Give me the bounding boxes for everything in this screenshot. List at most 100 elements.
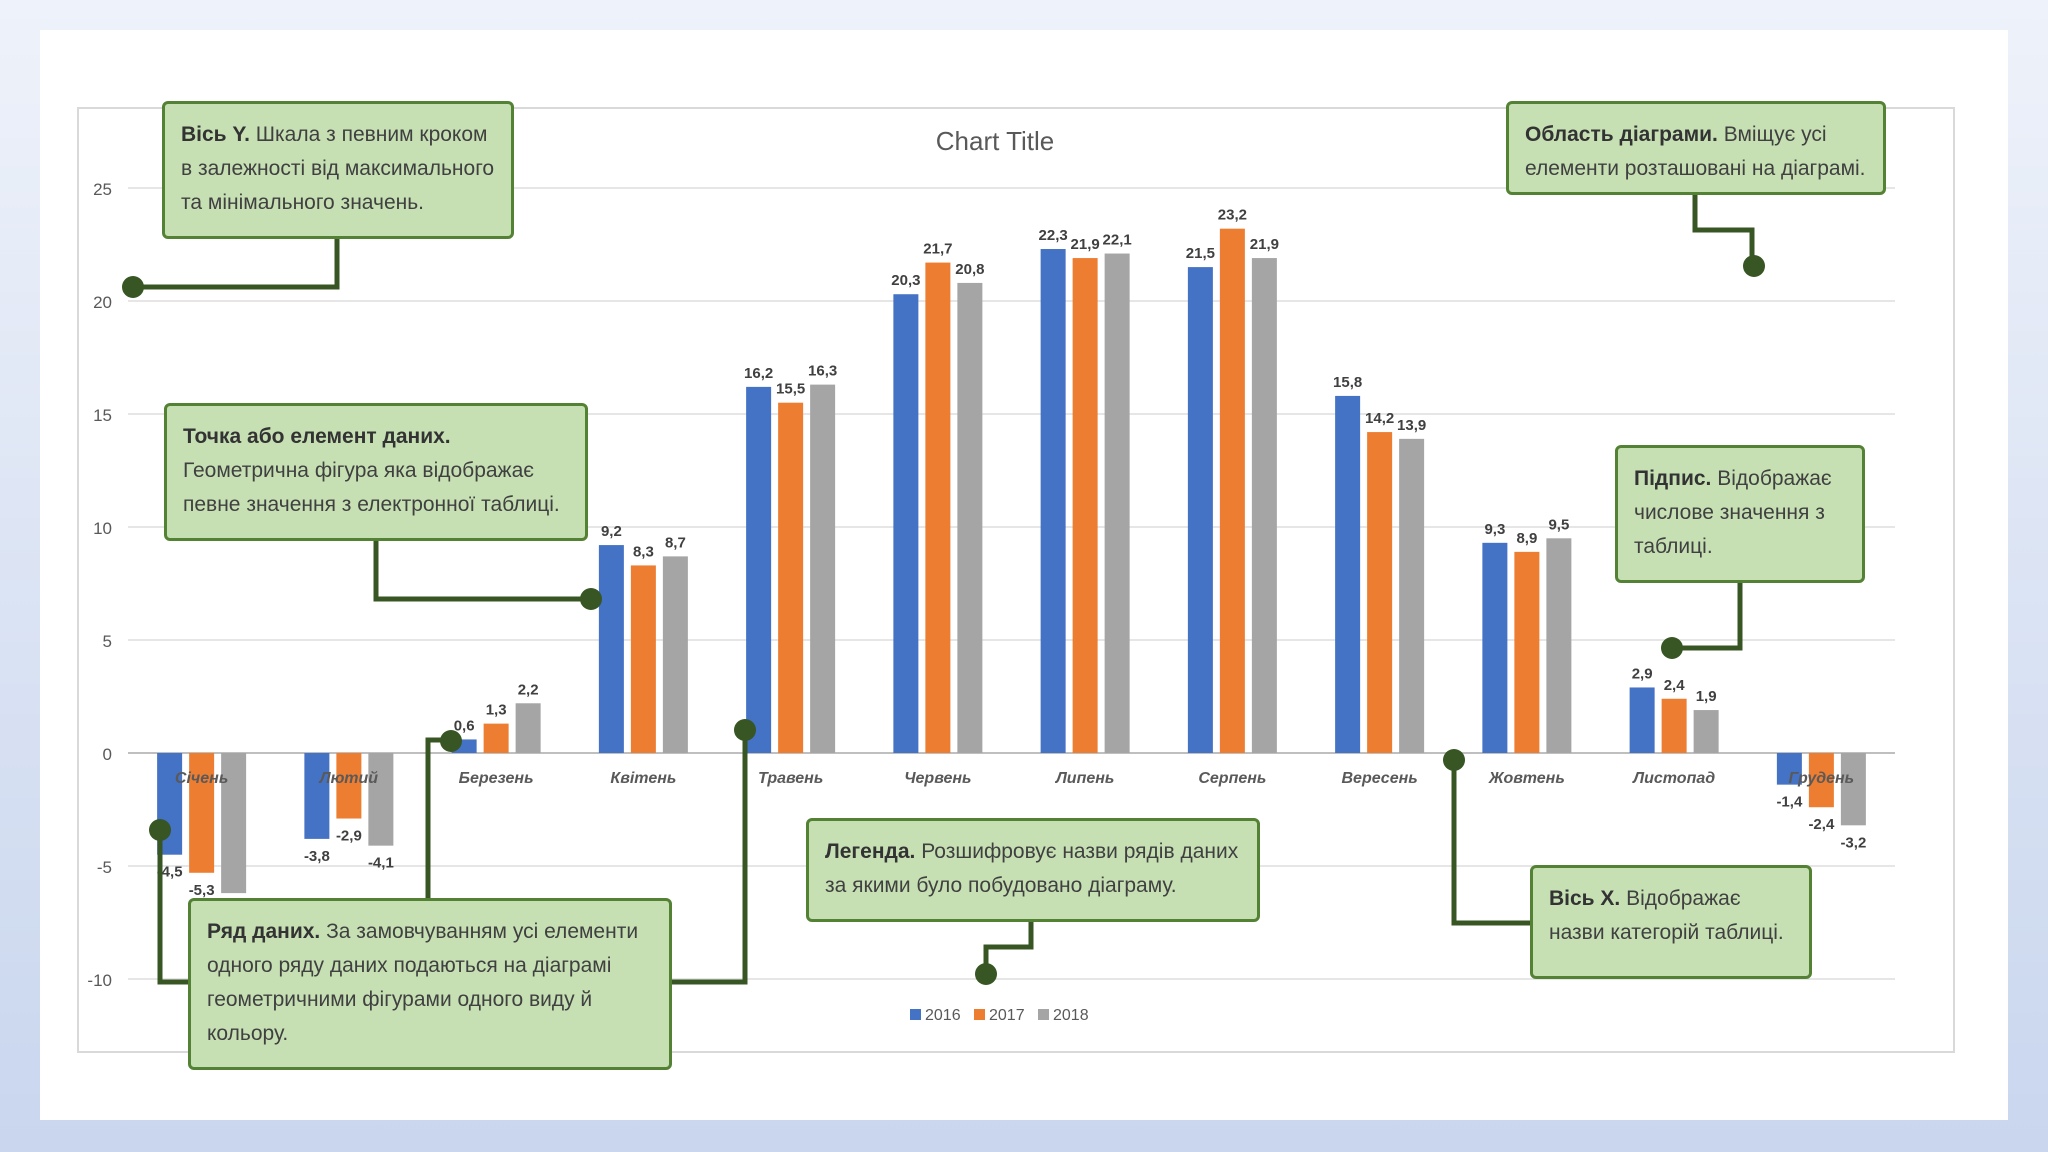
bar-2017-4 (778, 402, 804, 753)
bar-2016-9 (1482, 542, 1508, 753)
bar-2018-10 (1693, 710, 1719, 753)
legend: 2016 2017 2018 (910, 1007, 1089, 1024)
bar-2017-6 (1072, 258, 1098, 753)
bar-2016-10 (1629, 687, 1655, 753)
y-tick-label: 20 (93, 293, 112, 312)
bar-2017-1 (336, 753, 362, 819)
legend-swatch-2017 (974, 1009, 985, 1020)
bar-2016-11 (1776, 753, 1802, 785)
bar-2018-11 (1840, 753, 1866, 826)
data-label: 9,3 (1484, 521, 1505, 538)
callout-axis-x-text: Відображає назви категорій таблиці. (1549, 887, 1784, 944)
data-label: -5,3 (189, 882, 215, 899)
data-label: -3,8 (304, 848, 330, 865)
callout-legend-text: Розшифровує назви рядів даних за якими б… (825, 840, 1239, 897)
connector-series-1 (157, 830, 190, 985)
data-label: 16,2 (744, 365, 773, 382)
callout-data-label-title: Підпис. (1634, 467, 1712, 490)
x-category-label: Березень (459, 770, 534, 787)
x-category-label: Серпень (1198, 770, 1266, 787)
data-label: 21,5 (1186, 245, 1215, 262)
data-label: 8,9 (1516, 530, 1537, 547)
chart-title: Chart Title (936, 126, 1055, 156)
data-label: 23,2 (1218, 207, 1247, 224)
bar-2017-2 (483, 723, 509, 753)
data-label: 8,3 (633, 543, 654, 560)
connector-dot-legend (975, 963, 997, 985)
legend-label-2016: 2016 (925, 1007, 961, 1024)
callout-data-point-text: Геометрична фігура яка відображає певне … (183, 459, 560, 516)
data-label: 21,9 (1250, 236, 1279, 253)
callout-axis-y-title: Вісь Y. (181, 123, 250, 146)
data-label: -2,9 (336, 828, 362, 845)
x-category-label: Лютий (319, 770, 379, 787)
x-category-label: Вересень (1341, 770, 1417, 787)
connector-series-3 (670, 730, 748, 985)
x-category-label: Квітень (610, 770, 676, 787)
callout-axis-x-title: Вісь X. (1549, 887, 1621, 910)
bar-2017-8 (1367, 432, 1393, 753)
bar-2017-3 (630, 565, 656, 753)
connector-legend (983, 920, 1034, 970)
y-tick-label: -10 (87, 971, 112, 990)
y-tick-label: 5 (103, 632, 112, 651)
callout-axis-y-text: Шкала з певним кроком в залежності від м… (181, 123, 495, 214)
bar-2018-9 (1546, 538, 1572, 753)
callout-axis-y: Вісь Y. Шкала з певним кроком в залежнос… (162, 101, 514, 239)
y-tick-label: 10 (93, 519, 112, 538)
connector-dot-series-1 (149, 819, 171, 841)
bar-2017-7 (1219, 228, 1245, 753)
x-category-label: Червень (904, 770, 971, 787)
connector-dot-axis-x (1443, 749, 1465, 771)
y-tick-label: 25 (93, 180, 112, 199)
connector-dot-series-2 (440, 730, 462, 752)
callout-data-series-text: За замовчуванням усі елементи одного ряд… (207, 920, 639, 1045)
callout-data-point: Точка або елемент даних. Геометрична фіг… (164, 403, 588, 541)
legend-swatch-2018 (1038, 1009, 1049, 1020)
callout-legend: Легенда. Розшифровує назви рядів даних з… (806, 818, 1260, 922)
data-label: 22,3 (1039, 227, 1068, 244)
connector-data-point (373, 539, 588, 602)
callout-chart-area-text: Вміщує усі елементи розташовані на діагр… (1525, 123, 1866, 180)
bar-2017-0 (189, 753, 215, 873)
callout-chart-area-title: Область діаграми. (1525, 123, 1718, 146)
data-label: 20,8 (955, 261, 984, 278)
bar-2017-9 (1514, 551, 1540, 753)
data-label: -4,5 (157, 864, 183, 881)
x-category-label: Липень (1055, 770, 1115, 787)
legend-swatch-2016 (910, 1009, 921, 1020)
data-label: 21,9 (1071, 236, 1100, 253)
chart: 25 20 15 10 5 0 -5 -10 -4,5 -5,3 -3,8 -2,9 -4,1 0,6 1… (77, 107, 1955, 1053)
bar-2018-6 (1104, 253, 1130, 754)
data-label: 0,6 (454, 717, 475, 734)
x-category-label: Листопад (1632, 770, 1715, 787)
connector-dot-axis-y (122, 276, 144, 298)
data-label: 14,2 (1365, 410, 1394, 427)
bar-2018-1 (368, 753, 394, 846)
data-label: 15,8 (1333, 374, 1362, 391)
bar-2018-5 (957, 282, 983, 753)
data-label: 9,2 (601, 523, 622, 540)
y-tick-label: 15 (93, 406, 112, 425)
data-label: 20,3 (891, 272, 920, 289)
bar-2017-11 (1808, 753, 1834, 808)
callout-data-label: Підпис. Відображає числове значення з та… (1615, 445, 1865, 583)
data-label: 21,7 (923, 241, 952, 258)
connector-dot-data-label (1661, 637, 1683, 659)
callout-data-series: Ряд даних. За замовчуванням усі елементи… (188, 898, 672, 1070)
bar-2016-7 (1187, 267, 1213, 753)
data-label: 2,4 (1664, 677, 1686, 694)
callout-connectors (122, 192, 1765, 985)
bar-2018-3 (662, 556, 688, 753)
data-label: 15,5 (776, 381, 805, 398)
connector-dot-data-point (580, 588, 602, 610)
data-label: 16,3 (808, 363, 837, 380)
y-tick-label: -5 (97, 858, 112, 877)
data-label: -1,4 (1776, 794, 1803, 811)
bar-2017-10 (1661, 698, 1687, 753)
connector-chart-area (1692, 192, 1755, 260)
x-category-label: Жовтень (1488, 770, 1565, 787)
data-label: 8,7 (665, 534, 686, 551)
connector-axis-x (1451, 760, 1532, 926)
data-label: 22,1 (1103, 232, 1132, 249)
